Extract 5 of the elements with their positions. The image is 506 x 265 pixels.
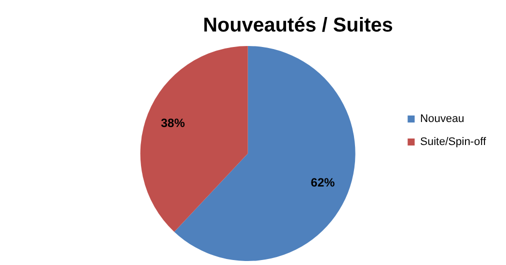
chart-title: Nouveautés / Suites <box>202 14 394 37</box>
data-label: 62% <box>310 175 336 190</box>
legend-label: Nouveau <box>420 113 464 126</box>
legend-label: Suite/Spin-off <box>420 136 487 148</box>
data-label: 38% <box>160 116 186 130</box>
